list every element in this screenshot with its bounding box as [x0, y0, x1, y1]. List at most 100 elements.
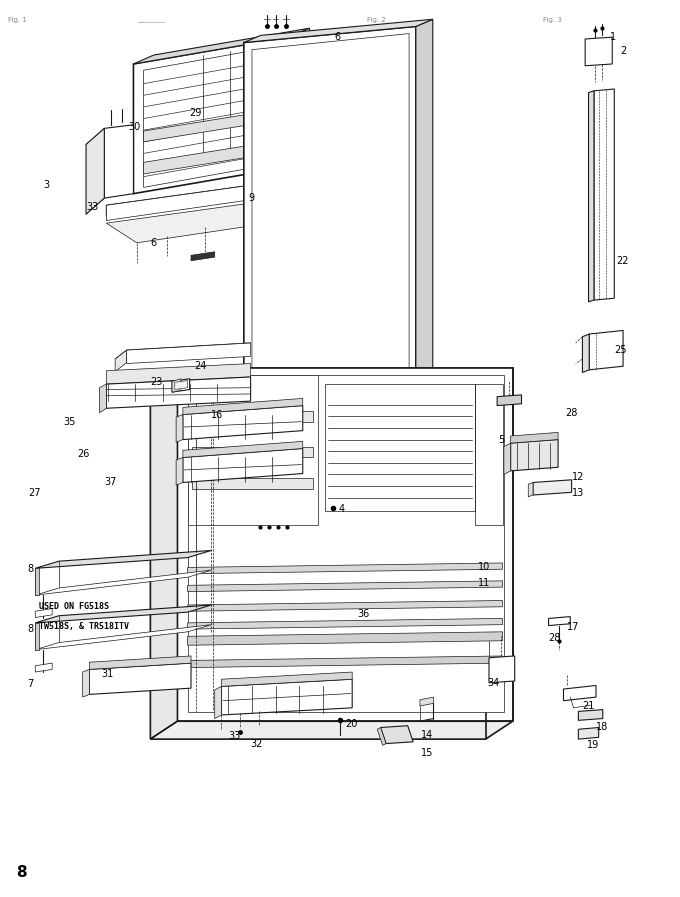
Polygon shape	[244, 19, 432, 42]
Polygon shape	[564, 685, 596, 701]
Text: 13: 13	[572, 488, 584, 498]
Polygon shape	[549, 616, 571, 625]
Polygon shape	[115, 350, 126, 371]
Polygon shape	[528, 483, 533, 497]
Text: 36: 36	[357, 609, 369, 619]
Polygon shape	[133, 37, 289, 194]
Text: 10: 10	[477, 562, 490, 571]
Polygon shape	[244, 26, 416, 504]
Polygon shape	[188, 563, 503, 574]
Text: 34: 34	[488, 678, 500, 688]
Polygon shape	[188, 581, 503, 592]
Polygon shape	[143, 109, 282, 142]
Text: 33: 33	[86, 202, 99, 212]
Text: USED ON FG518S: USED ON FG518S	[39, 602, 109, 611]
Text: 37: 37	[104, 477, 117, 487]
Polygon shape	[172, 379, 190, 392]
Polygon shape	[589, 91, 594, 302]
Polygon shape	[150, 721, 513, 739]
Polygon shape	[115, 343, 251, 359]
Polygon shape	[183, 448, 303, 483]
Polygon shape	[377, 727, 386, 745]
Text: 7: 7	[27, 679, 33, 689]
Text: 29: 29	[190, 109, 202, 118]
Polygon shape	[106, 377, 251, 408]
Polygon shape	[381, 726, 413, 744]
Polygon shape	[175, 380, 188, 389]
Polygon shape	[420, 697, 433, 706]
Text: 30: 30	[129, 122, 141, 132]
Text: 5: 5	[498, 435, 504, 446]
Text: 20: 20	[345, 718, 358, 729]
Polygon shape	[143, 45, 282, 187]
Text: 8: 8	[27, 564, 33, 574]
Polygon shape	[489, 656, 515, 683]
Polygon shape	[150, 368, 177, 739]
Polygon shape	[497, 395, 522, 405]
Text: 31: 31	[101, 669, 114, 679]
Text: 11: 11	[477, 578, 490, 588]
Text: 19: 19	[588, 740, 600, 751]
Polygon shape	[35, 623, 39, 649]
Polygon shape	[188, 618, 503, 629]
Polygon shape	[177, 368, 513, 721]
Polygon shape	[511, 432, 558, 443]
Polygon shape	[106, 179, 299, 216]
Polygon shape	[188, 656, 503, 667]
Polygon shape	[86, 128, 104, 214]
Polygon shape	[222, 672, 352, 686]
Text: 16: 16	[211, 411, 224, 421]
Polygon shape	[106, 179, 299, 221]
Polygon shape	[511, 440, 558, 471]
Text: 21: 21	[583, 701, 595, 711]
Text: 25: 25	[614, 345, 627, 355]
Text: 14: 14	[422, 729, 434, 740]
Polygon shape	[133, 28, 309, 64]
Polygon shape	[325, 384, 475, 511]
Polygon shape	[172, 379, 181, 392]
Polygon shape	[504, 443, 511, 475]
Polygon shape	[188, 600, 503, 611]
Polygon shape	[583, 334, 589, 372]
Polygon shape	[35, 663, 52, 672]
Polygon shape	[188, 375, 318, 525]
Text: 17: 17	[567, 623, 579, 632]
Polygon shape	[35, 608, 52, 617]
Polygon shape	[104, 125, 133, 198]
Polygon shape	[589, 330, 623, 370]
Polygon shape	[192, 411, 313, 422]
Polygon shape	[215, 686, 222, 718]
Polygon shape	[90, 656, 191, 669]
Text: 32: 32	[251, 738, 263, 749]
Polygon shape	[106, 196, 330, 243]
Polygon shape	[35, 569, 39, 595]
Polygon shape	[594, 89, 614, 300]
Text: TW518S, & TR518ITV: TW518S, & TR518ITV	[39, 622, 129, 631]
Polygon shape	[106, 363, 251, 384]
Polygon shape	[188, 375, 504, 712]
Polygon shape	[183, 441, 303, 457]
Polygon shape	[289, 28, 309, 167]
Polygon shape	[533, 480, 572, 495]
Text: 4: 4	[339, 504, 345, 514]
Text: 22: 22	[616, 256, 629, 266]
Text: ________: ________	[137, 17, 165, 23]
Text: 35: 35	[64, 417, 76, 427]
Text: 6: 6	[335, 32, 341, 42]
Text: 33: 33	[228, 731, 241, 742]
Text: 26: 26	[78, 448, 90, 459]
Text: Fig. 1: Fig. 1	[8, 17, 27, 23]
Text: 28: 28	[565, 408, 577, 418]
Polygon shape	[188, 631, 503, 645]
Text: 8: 8	[16, 865, 27, 880]
Polygon shape	[176, 414, 183, 442]
Text: 24: 24	[194, 361, 207, 371]
Text: 27: 27	[29, 488, 41, 498]
Polygon shape	[35, 551, 211, 569]
Polygon shape	[183, 405, 303, 440]
Polygon shape	[579, 727, 598, 739]
Text: 2: 2	[620, 47, 627, 57]
Text: 6: 6	[150, 238, 156, 248]
Text: 12: 12	[572, 472, 584, 482]
Text: 23: 23	[150, 378, 163, 388]
